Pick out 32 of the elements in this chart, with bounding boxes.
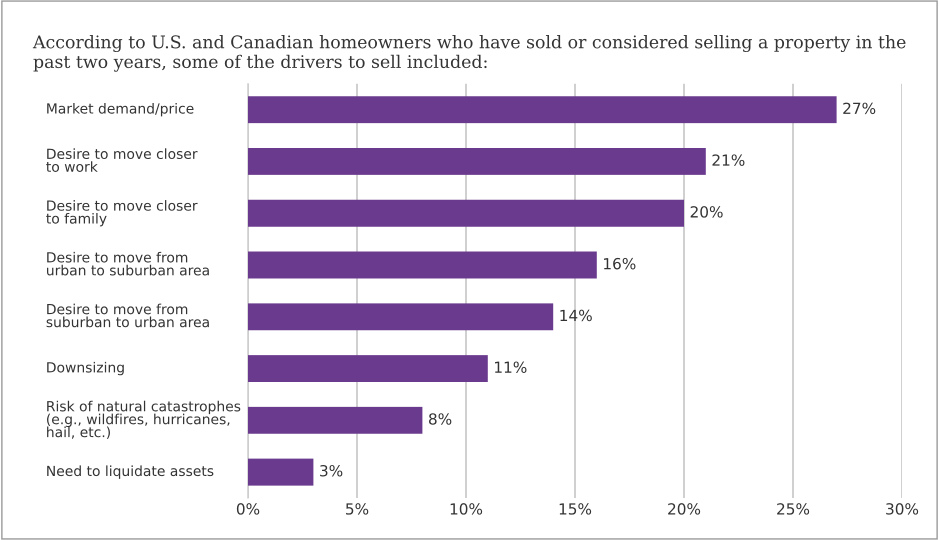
data-label: 14% bbox=[560, 310, 592, 322]
y-tick-label: Desire to move from urban to suburban area bbox=[47, 252, 209, 276]
x-tick-label: 5% bbox=[346, 503, 368, 515]
data-label: 20% bbox=[690, 206, 723, 218]
data-label: 16% bbox=[604, 258, 636, 270]
bar bbox=[248, 355, 488, 382]
data-label: 21% bbox=[712, 154, 744, 166]
y-tick-label: Desire to move from suburban to urban area bbox=[46, 304, 209, 328]
bar bbox=[248, 406, 422, 434]
data-label: 8% bbox=[428, 413, 452, 425]
data-label: 27% bbox=[843, 102, 876, 114]
bar bbox=[248, 96, 837, 124]
data-label: 3% bbox=[320, 464, 342, 477]
x-tick-label: 30% bbox=[886, 503, 918, 515]
x-tick-label: 10% bbox=[450, 503, 482, 515]
y-tick-label: Desire to move closer to work bbox=[46, 148, 198, 172]
bar bbox=[248, 148, 706, 175]
x-tick-label: 25% bbox=[777, 503, 810, 515]
x-tick-label: 0% bbox=[236, 503, 260, 515]
bar bbox=[248, 303, 554, 330]
data-label: 11% bbox=[495, 361, 526, 373]
y-tick-label: Market demand/price bbox=[47, 102, 194, 116]
x-tick-label: 20% bbox=[668, 503, 700, 515]
bar bbox=[248, 200, 684, 227]
y-tick-label: Desire to move closer to family bbox=[46, 200, 198, 226]
bar bbox=[248, 252, 597, 278]
bar bbox=[248, 458, 314, 486]
y-tick-label: Need to liquidate assets bbox=[47, 465, 214, 479]
y-tick-label: Downsizing bbox=[47, 362, 124, 376]
chart-title: According to U.S. and Canadian homeowners who have sold or considered selling a property in the past two years, some of the drivers to sell included: bbox=[32, 35, 906, 72]
y-tick-label: Risk of natural catastrophes (e.g., wildfires, hurricanes, hail, etc.) bbox=[47, 400, 240, 439]
x-tick-label: 15% bbox=[560, 503, 592, 515]
